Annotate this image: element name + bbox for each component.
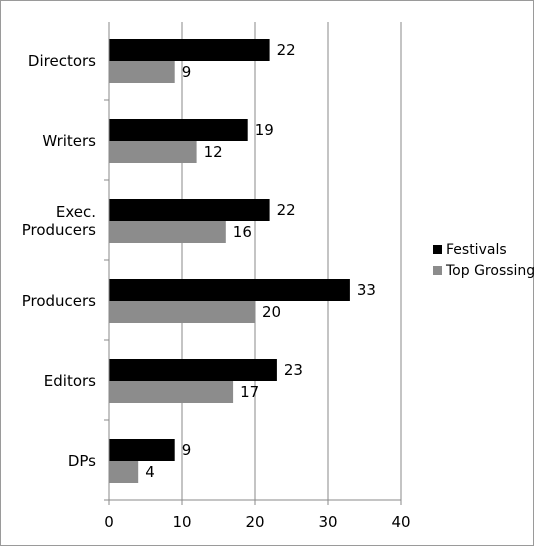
bar-festivals	[109, 439, 175, 461]
category-label-line: Editors	[44, 372, 96, 390]
legend-label: Festivals	[446, 242, 507, 258]
data-label: 17	[240, 383, 259, 401]
data-label: 4	[145, 463, 155, 481]
bar-festivals	[109, 39, 270, 61]
data-label: 20	[262, 303, 281, 321]
category-label-line: Producers	[22, 221, 96, 239]
data-label: 33	[357, 281, 376, 299]
data-label: 9	[182, 63, 192, 81]
gridlines	[181, 22, 402, 500]
bar-festivals	[109, 199, 270, 221]
bar-top-grossing	[109, 301, 255, 323]
x-tick-label: 0	[104, 513, 114, 531]
bar-top-grossing	[109, 141, 197, 163]
bar-top-grossing	[109, 461, 139, 483]
bar-top-grossing	[109, 221, 226, 243]
legend: Festivals Top Grossing	[433, 242, 534, 279]
axes	[104, 22, 402, 505]
bar-top-grossing	[109, 61, 175, 83]
category-label-line: Producers	[22, 292, 96, 310]
legend-swatch	[433, 266, 442, 275]
bars	[109, 39, 350, 483]
category-label: DPs	[68, 452, 96, 470]
x-tick-label: 30	[318, 513, 337, 531]
x-tick-label: 10	[172, 513, 191, 531]
category-label: Writers	[42, 132, 96, 150]
category-label-line: Directors	[28, 52, 96, 70]
data-label: 22	[277, 41, 296, 59]
category-label-line: Writers	[42, 132, 96, 150]
labels: 0 10 20 30 40 22 9 Directors 19 12 Writers 22 16 Exec…	[22, 41, 411, 531]
bar-festivals	[109, 119, 248, 141]
legend-label: Top Grossing	[445, 263, 534, 279]
data-label: 19	[255, 121, 274, 139]
category-label: Producers	[22, 292, 96, 310]
data-label: 22	[277, 201, 296, 219]
data-label: 12	[204, 143, 223, 161]
x-tick-label: 40	[391, 513, 410, 531]
category-label-line: Exec.	[56, 203, 96, 221]
category-label-line: DPs	[68, 452, 96, 470]
category-label: Directors	[28, 52, 96, 70]
data-label: 9	[182, 441, 192, 459]
x-tick-label: 20	[245, 513, 264, 531]
bar-festivals	[109, 359, 277, 381]
data-label: 16	[233, 223, 252, 241]
bar-festivals	[109, 279, 350, 301]
category-label: Editors	[44, 372, 96, 390]
legend-swatch	[433, 245, 442, 254]
category-label: Exec. Producers	[22, 203, 96, 239]
bar-top-grossing	[109, 381, 234, 403]
data-label: 23	[284, 361, 303, 379]
